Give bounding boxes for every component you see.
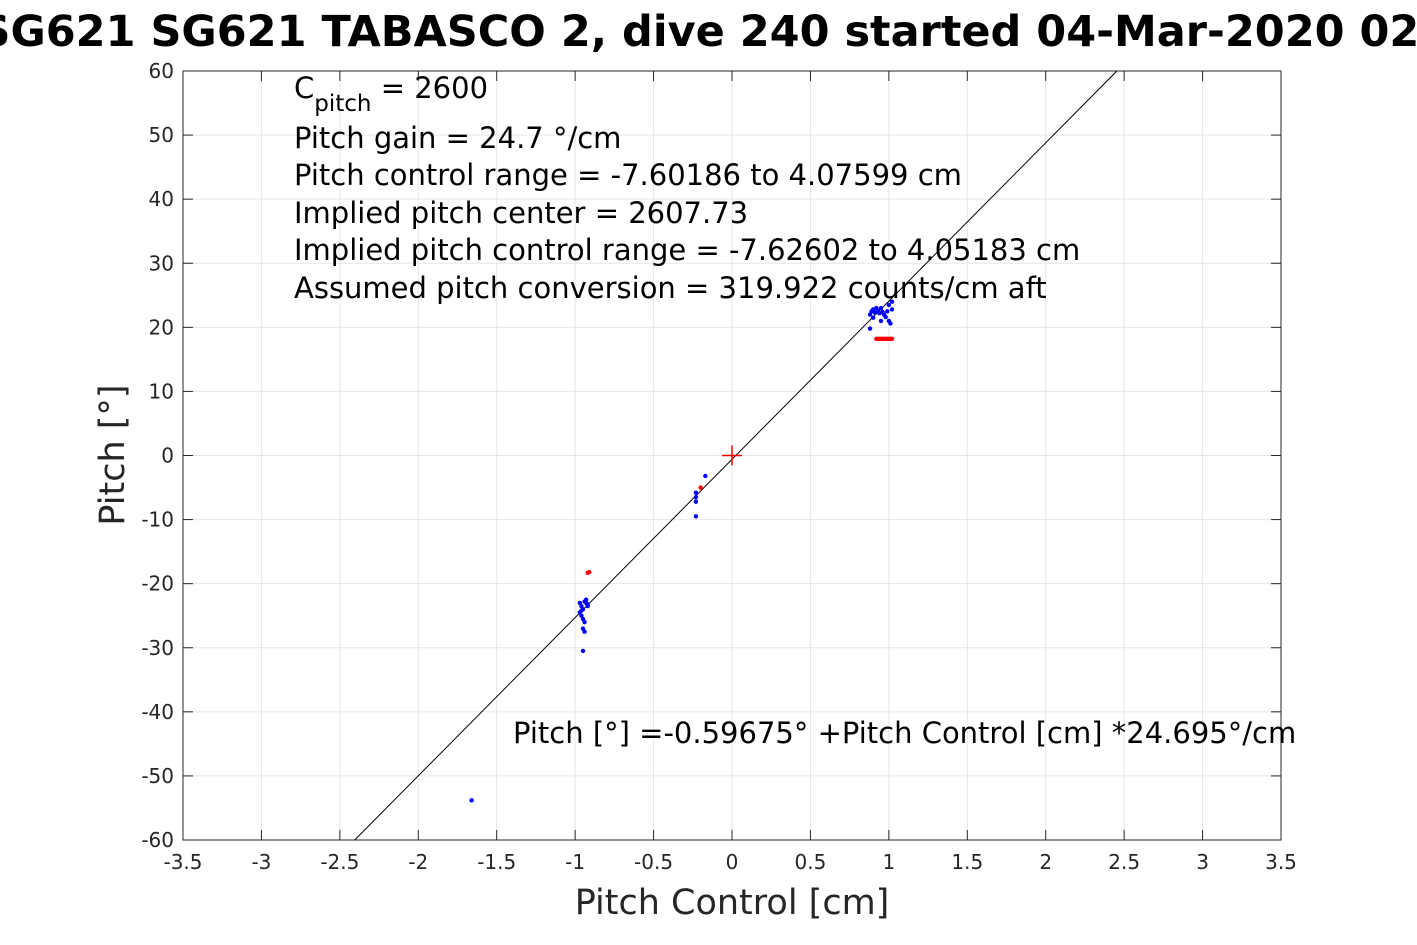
data-point-series-1 <box>885 309 890 314</box>
y-tick-label: 0 <box>161 444 174 468</box>
data-point-series-1 <box>703 473 708 479</box>
x-tick-label: -1 <box>565 850 585 874</box>
annotation-fit-equation: Pitch [°] =-0.59675° +Pitch Control [cm]… <box>513 716 1296 750</box>
data-point-series-1 <box>867 326 873 331</box>
x-tick-label: -2 <box>408 850 428 874</box>
y-tick-label: 40 <box>149 187 174 211</box>
data-point-series-1 <box>693 490 699 495</box>
data-point-series-1 <box>883 314 888 320</box>
data-point-series-2 <box>698 485 703 490</box>
y-tick-label: 30 <box>149 251 174 275</box>
data-point-series-2 <box>889 336 895 342</box>
x-tick-label: 2 <box>1039 850 1052 874</box>
tick-labels: -3.5 -3 -2.5 -2 -1.5 -1 -0.5 0 0.5 1 1.5 2 2.5 3 3.5 -6… <box>141 59 1297 874</box>
y-tick-label: -60 <box>141 828 174 852</box>
grid-lines <box>182 70 1282 841</box>
data-point-series-1 <box>585 601 590 607</box>
annotation-control-range: Pitch control range = -7.60186 to 4.0759… <box>294 158 962 192</box>
data-point-series-1 <box>878 305 884 311</box>
y-tick-label: 10 <box>149 379 174 403</box>
x-tick-label: 3.5 <box>1265 850 1297 874</box>
data-point-series-1 <box>888 321 893 326</box>
data-point-series-1 <box>889 307 895 312</box>
y-tick-label: 60 <box>149 59 174 83</box>
x-tick-label: -3 <box>251 850 271 874</box>
data-point-series-1 <box>878 318 884 324</box>
data-point-series-1 <box>693 514 699 519</box>
x-tick-label: 1 <box>882 850 895 874</box>
annotation-pitch-gain: Pitch gain = 24.7 °/cm <box>294 121 621 155</box>
data-point-series-2 <box>587 569 592 575</box>
c-pitch-main: C <box>294 71 314 105</box>
x-tick-label: -2.5 <box>320 850 359 874</box>
y-tick-label: -10 <box>141 508 174 532</box>
data-point-series-1 <box>870 315 876 320</box>
c-pitch-value: = 2600 <box>371 71 488 105</box>
data-point-series-1 <box>693 494 699 500</box>
data-point-series-1 <box>889 299 895 304</box>
x-tick-label: 2.5 <box>1108 850 1140 874</box>
annotation-implied-range: Implied pitch control range = -7.62602 t… <box>294 233 1080 267</box>
data-point-series-1 <box>579 608 584 613</box>
y-tick-label: -40 <box>141 700 174 724</box>
x-tick-label: 0.5 <box>795 850 827 874</box>
annotation-implied-center: Implied pitch center = 2607.73 <box>294 196 748 230</box>
y-tick-label: -20 <box>141 572 174 596</box>
x-tick-label: -3.5 <box>163 850 202 874</box>
data-point-series-1 <box>693 499 699 504</box>
y-tick-label: 50 <box>149 123 174 147</box>
data-point-series-1 <box>469 798 474 803</box>
x-tick-label: 1.5 <box>951 850 983 874</box>
x-tick-label: 0 <box>726 850 739 874</box>
data-point-series-1 <box>582 619 587 625</box>
x-tick-label: -0.5 <box>634 850 673 874</box>
c-pitch-sub: pitch <box>314 91 371 117</box>
data-point-series-1 <box>886 302 892 308</box>
annotation-c-pitch: Cpitch = 2600 <box>294 71 488 117</box>
data-point-series-1 <box>580 648 586 654</box>
data-point-series-1 <box>582 629 587 634</box>
y-tick-label: 20 <box>149 315 174 339</box>
y-tick-label: -50 <box>141 764 174 788</box>
data-points <box>469 299 895 803</box>
x-axis-label: Pitch Control [cm] <box>575 883 890 923</box>
x-tick-label: 3 <box>1196 850 1209 874</box>
chart-title: SG621 SG621 TABASCO 2, dive 240 started … <box>0 7 1417 57</box>
y-axis-label: Pitch [°] <box>93 384 133 525</box>
data-point-series-1 <box>582 599 587 604</box>
y-tick-label: -30 <box>141 636 174 660</box>
x-tick-label: -1.5 <box>477 850 516 874</box>
annotation-conversion: Assumed pitch conversion = 319.922 count… <box>294 271 1047 305</box>
center-marker-layer <box>722 445 742 466</box>
